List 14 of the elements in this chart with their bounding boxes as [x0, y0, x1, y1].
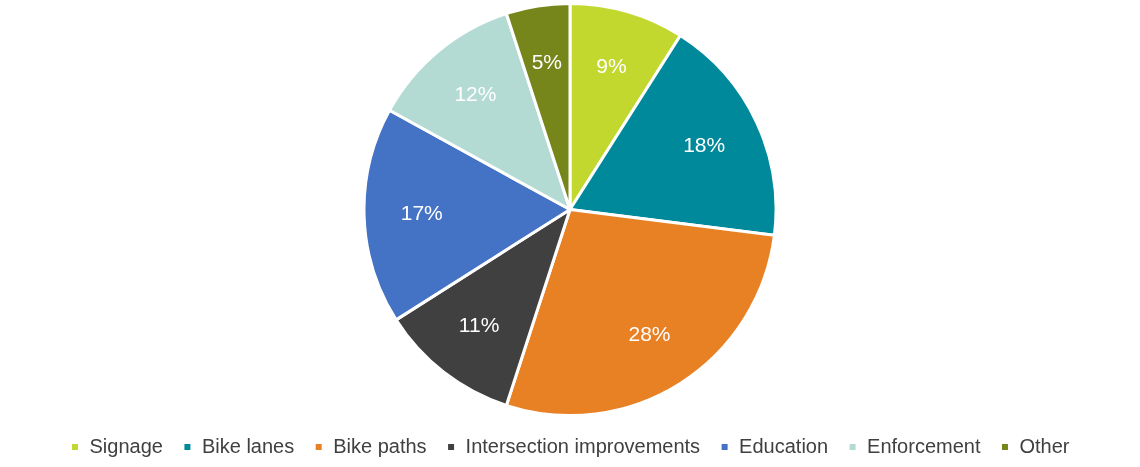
legend-label: Education — [739, 434, 829, 457]
data-label: 9% — [596, 53, 627, 77]
legend-label: Intersection improvements — [465, 434, 701, 457]
data-label: 12% — [454, 82, 497, 106]
legend-label: Other — [1019, 434, 1070, 457]
legend-label: Enforcement — [867, 434, 981, 457]
data-label: 17% — [400, 200, 443, 224]
legend-label: Signage — [89, 434, 163, 457]
data-label: 11% — [458, 313, 500, 337]
data-label: 28% — [628, 321, 671, 345]
legend-label: Bike paths — [333, 434, 427, 457]
legend-label: Bike lanes — [201, 434, 295, 457]
data-label: 18% — [683, 133, 726, 157]
data-label: 5% — [531, 49, 562, 73]
